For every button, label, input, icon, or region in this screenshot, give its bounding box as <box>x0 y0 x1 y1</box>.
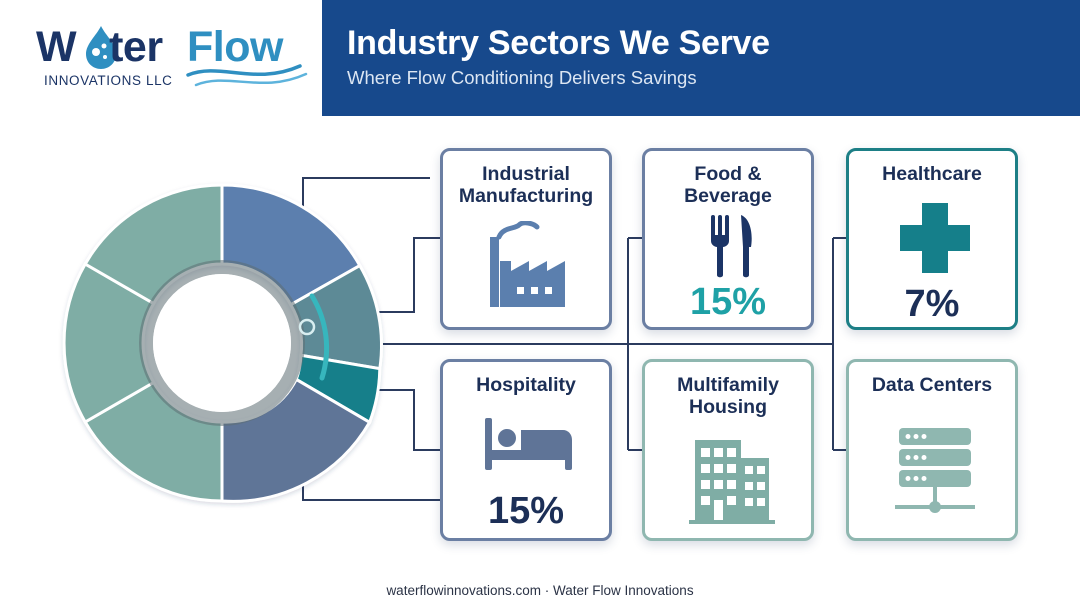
sector-title: Data Centers <box>871 374 993 396</box>
apartment-building-icon <box>645 436 811 531</box>
sector-percent: 7% <box>904 283 960 325</box>
sector-title: Hospitality <box>476 374 576 396</box>
sector-card-data-centers[interactable]: Data Centers <box>846 359 1018 541</box>
header-band <box>322 0 1080 116</box>
sector-card-food-beverage[interactable]: Food & Beverage 15% <box>642 148 814 330</box>
footer-text: waterflowinnovations.com · Water Flow In… <box>386 583 694 598</box>
factory-icon <box>443 220 609 316</box>
logo-subtitle: INNOVATIONS LLC <box>44 73 173 88</box>
fork-knife-icon <box>645 211 811 286</box>
sector-title: Healthcare <box>882 163 982 185</box>
sector-card-industrial[interactable]: Industrial Manufacturing <box>440 148 612 330</box>
logo-graphic <box>86 26 308 87</box>
bed-icon <box>443 414 609 479</box>
water-drop-icon <box>86 26 116 69</box>
logo-flow-text: Flow <box>187 23 283 71</box>
wave-icon <box>186 64 302 77</box>
sector-card-healthcare[interactable]: Healthcare 7% <box>846 148 1018 330</box>
sector-percent: 15% <box>487 490 565 532</box>
medical-cross-icon <box>849 201 1015 278</box>
donut-inner-ring <box>139 260 305 426</box>
donut-hole <box>153 274 291 412</box>
selection-marker-icon <box>298 318 316 336</box>
sector-percent: 15% <box>689 281 767 323</box>
highlight-arc <box>309 293 330 381</box>
server-rack-icon <box>849 424 1015 525</box>
sector-card-hospitality[interactable]: Hospitality 15% <box>440 359 612 541</box>
sector-diagram <box>62 177 846 503</box>
sector-title: Industrial Manufacturing <box>458 163 594 207</box>
sector-card-multifamily[interactable]: Multifamily Housing <box>642 359 814 541</box>
page-title: Industry Sectors We Serve <box>347 24 770 62</box>
sector-title: Multifamily Housing <box>677 374 779 418</box>
sector-title: Food & Beverage <box>684 163 772 207</box>
page-subtitle: Where Flow Conditioning Delivers Savings <box>347 67 697 88</box>
